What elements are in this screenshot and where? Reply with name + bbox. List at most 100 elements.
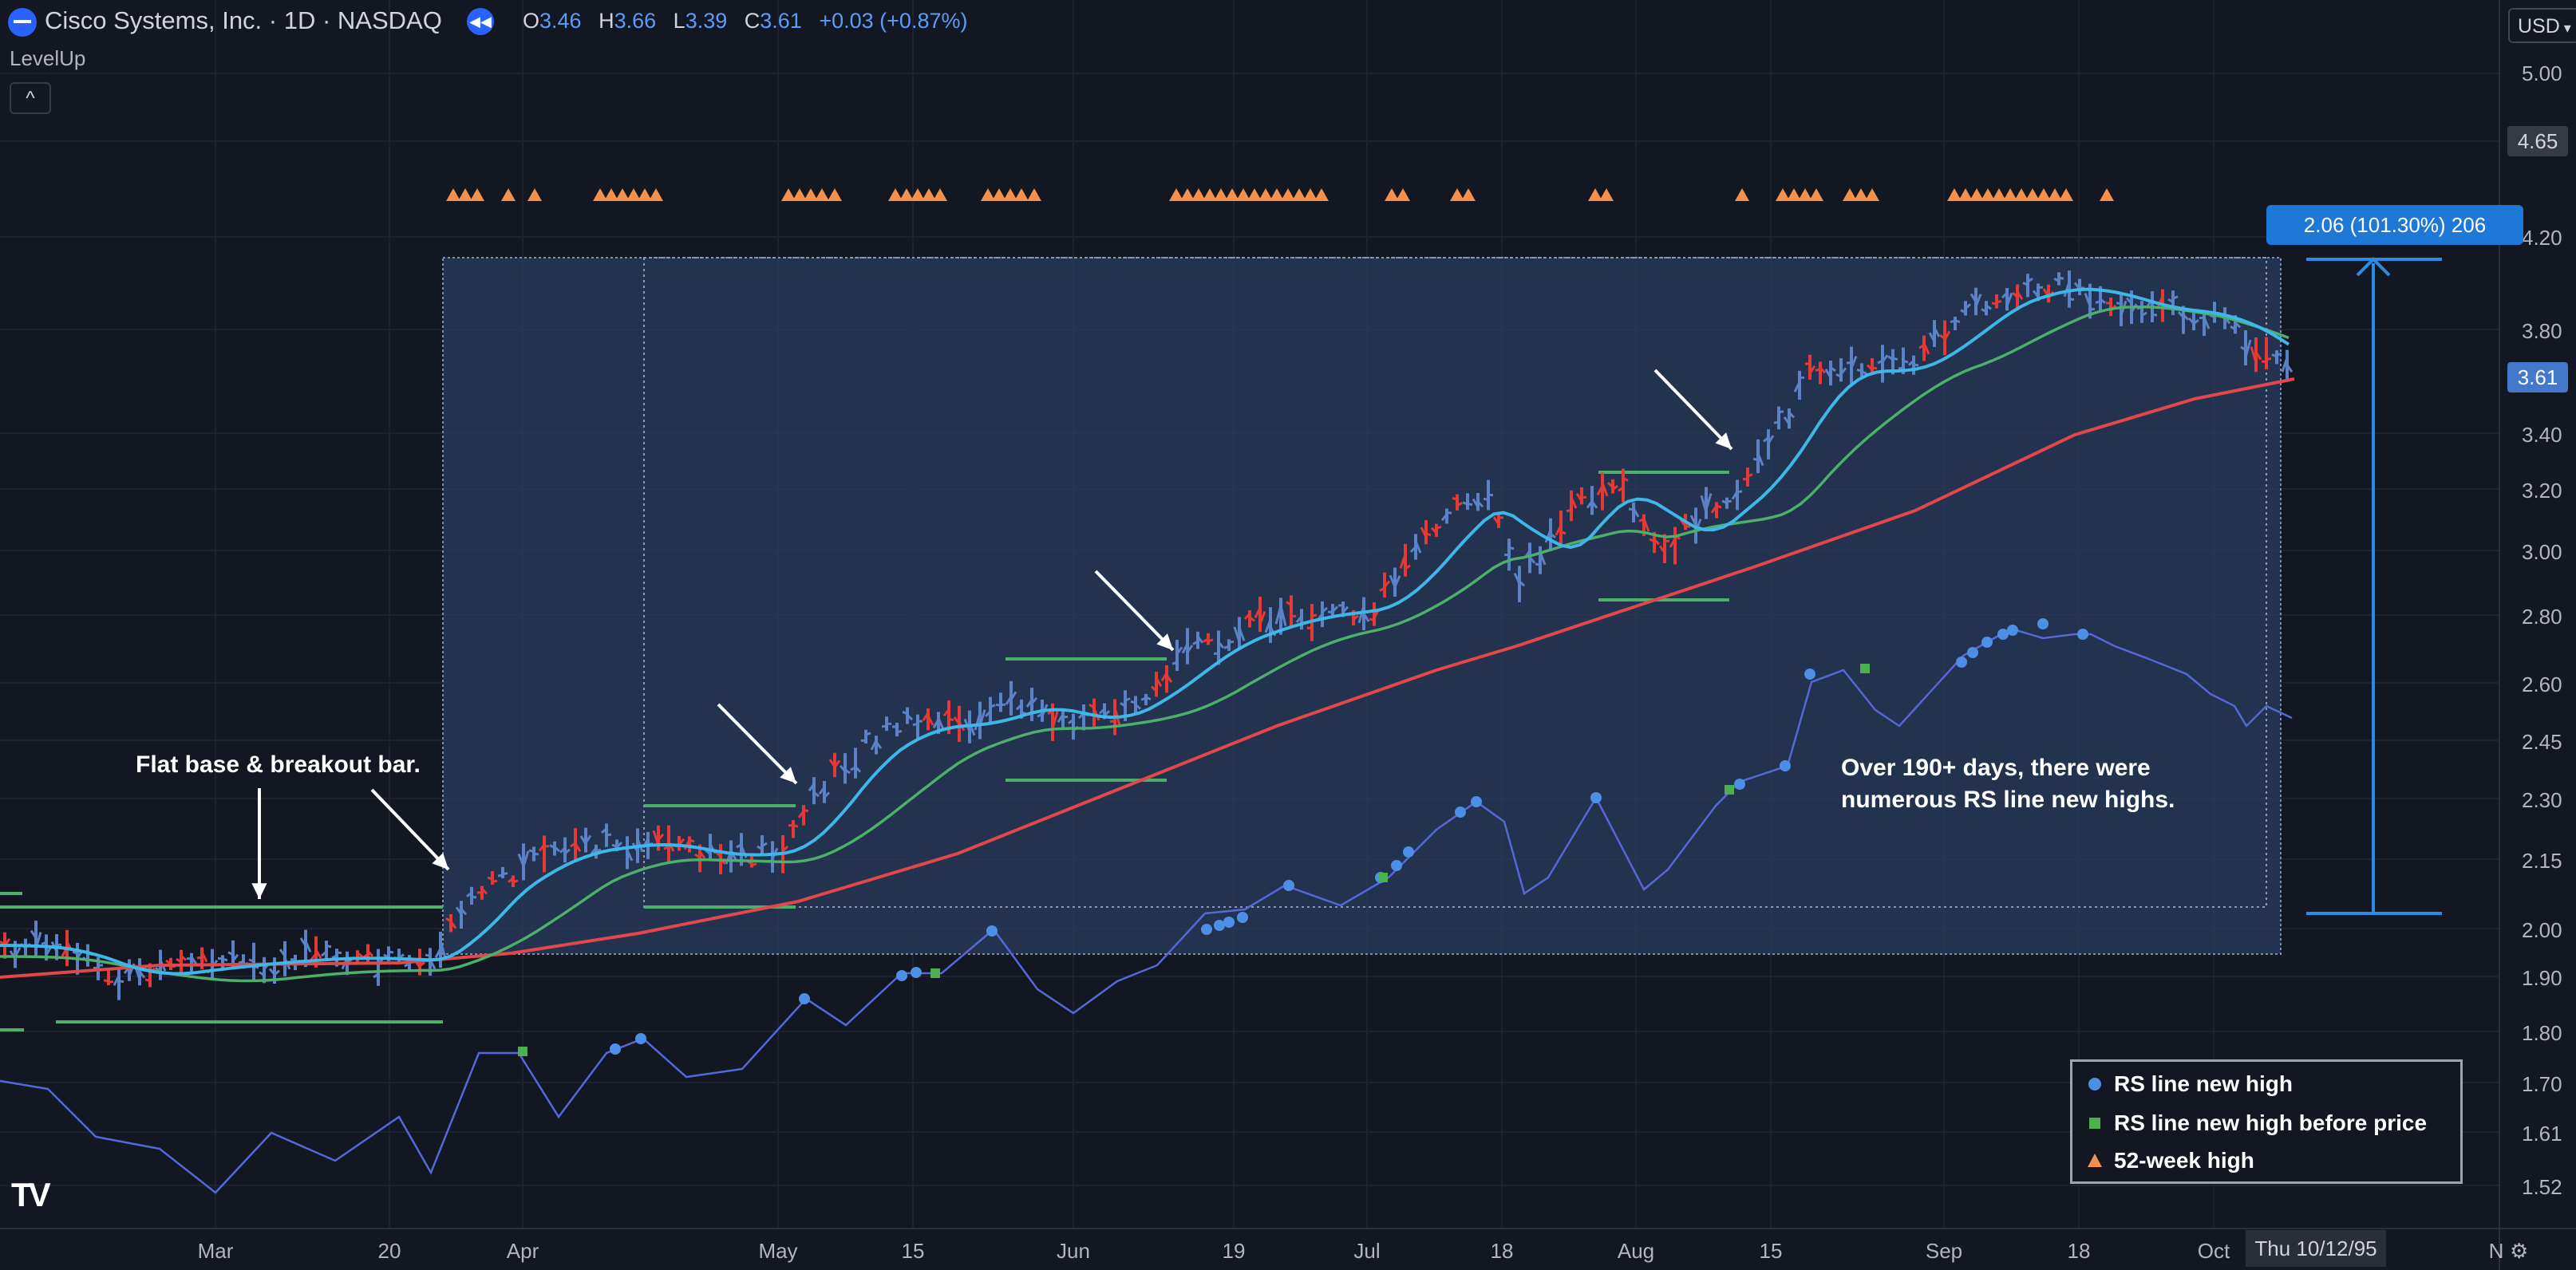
price-bar-close-tick xyxy=(844,768,851,775)
fifty-two-week-high-triangle xyxy=(888,188,903,201)
rs-new-high-before-price-square xyxy=(1860,664,1870,673)
price-bar-close-tick xyxy=(2172,295,2179,300)
symbol-title[interactable]: Cisco Systems, Inc. · 1D · NASDAQ xyxy=(45,6,442,34)
fifty-two-week-high-triangle xyxy=(1236,188,1250,201)
price-bar-close-tick xyxy=(1353,614,1359,621)
fifty-two-week-high-triangle xyxy=(1169,188,1183,201)
rs-new-high-dot xyxy=(1590,792,1602,803)
price-bar-close-tick xyxy=(180,954,188,961)
gear-icon[interactable]: ⚙ xyxy=(2510,1239,2529,1263)
price-bar-open-tick xyxy=(1264,619,1272,633)
price-bar-close-tick xyxy=(1341,605,1349,613)
time-tick: 20 xyxy=(377,1239,401,1263)
price-bar-close-tick xyxy=(698,850,706,859)
price-bar-close-tick xyxy=(273,969,281,976)
price-bar-open-tick xyxy=(611,843,618,848)
price-bar-close-tick xyxy=(1279,605,1287,626)
price-bar-open-tick xyxy=(508,877,514,883)
price-bar-close-tick xyxy=(326,945,332,949)
rs-new-high-dot xyxy=(1967,647,1978,658)
price-tick: 4.20 xyxy=(2522,226,2562,250)
legend: RS line new high RS line new high before… xyxy=(2070,1059,2463,1184)
price-bar-close-tick xyxy=(689,838,695,843)
price-bar-close-tick xyxy=(1943,330,1951,341)
fifty-two-week-high-triangle xyxy=(828,188,842,201)
fifty-two-week-high-triangle xyxy=(899,188,914,201)
price-bar-close-tick xyxy=(1103,710,1111,717)
time-tick: Aug xyxy=(1617,1239,1655,1263)
price-bar-open-tick xyxy=(538,843,546,852)
price-bar-close-tick xyxy=(1716,504,1722,509)
price-bar-open-tick xyxy=(1171,661,1178,665)
price-bar-close-tick xyxy=(1217,641,1225,649)
price-bar-close-tick xyxy=(564,848,571,855)
price-bar-open-tick xyxy=(1109,720,1116,724)
ohlc-change: +0.03 (+0.87%) xyxy=(819,9,968,33)
price-bar-close-tick xyxy=(2244,339,2252,358)
price-bar-open-tick xyxy=(2063,281,2071,298)
price-bar-close-tick xyxy=(2203,317,2211,329)
annotation-arrow-line xyxy=(1653,369,1733,451)
rs-new-high-dot xyxy=(2077,629,2088,640)
fifty-two-week-high-triangle xyxy=(527,188,542,201)
price-bar-open-tick xyxy=(2084,293,2092,306)
price-bar-open-tick xyxy=(2177,311,2185,318)
price-bar-close-tick xyxy=(1456,501,1463,507)
price-bar-open-tick xyxy=(942,708,950,717)
price-bar-open-tick xyxy=(310,952,318,960)
square-marker-icon xyxy=(2087,1112,2114,1134)
currency-select[interactable]: USD ▾ xyxy=(2508,8,2576,43)
price-bar-open-tick xyxy=(1763,436,1769,443)
price-bar-open-tick xyxy=(1057,713,1065,723)
fifty-two-week-high-triangle xyxy=(922,188,936,201)
price-bar-close-tick xyxy=(1228,640,1235,644)
price-tick: 2.60 xyxy=(2522,672,2562,696)
rs-new-high-dot xyxy=(1403,846,1414,858)
price-bar-open-tick xyxy=(932,718,940,729)
tradingview-logo[interactable]: TV xyxy=(11,1176,51,1213)
fifty-two-week-high-triangle xyxy=(1958,188,1973,201)
price-bar-open-tick xyxy=(1960,309,1966,314)
price-bar-open-tick xyxy=(1223,645,1230,649)
rs-new-high-dot xyxy=(1780,760,1791,771)
price-bar-close-tick xyxy=(512,879,519,884)
fifty-two-week-high-triangle xyxy=(1992,188,2006,201)
price-bar-close-tick xyxy=(615,841,623,849)
replay-rewind-icon[interactable]: ◀◀ xyxy=(467,8,494,35)
price-bar-open-tick xyxy=(1130,700,1136,704)
price-bar-open-tick xyxy=(1295,615,1303,623)
price-bar-open-tick xyxy=(487,876,493,881)
rs-new-high-dot xyxy=(1223,917,1235,928)
price-bar-open-tick xyxy=(1452,496,1458,501)
price-bar-open-tick xyxy=(2011,291,2019,298)
price-bar-open-tick xyxy=(2187,317,2195,325)
price-bar-close-tick xyxy=(1175,646,1183,655)
price-bar-open-tick xyxy=(1420,527,1428,538)
price-bar-close-tick xyxy=(2151,313,2158,317)
fifty-two-week-high-triangle xyxy=(1947,188,1962,201)
annotation-arrow-head xyxy=(1715,432,1732,449)
fifty-two-week-high-triangle xyxy=(804,188,818,201)
rs-new-high-dot xyxy=(986,925,998,937)
price-bar-open-tick xyxy=(1192,640,1199,645)
rs-new-high-dot xyxy=(1734,779,1745,790)
legend-item: RS line new high xyxy=(2087,1068,2293,1100)
price-bar-open-tick xyxy=(1649,538,1655,543)
fifty-two-week-high-triangle xyxy=(1854,188,1868,201)
ohlc-low-value: 3.39 xyxy=(685,9,728,33)
fifty-two-week-high-triangle xyxy=(1225,188,1239,201)
price-bar-close-tick xyxy=(522,850,530,867)
chevron-up-icon[interactable]: ^ xyxy=(10,82,51,114)
legend-label: RS line new high before price xyxy=(2114,1110,2428,1135)
rs-new-high-dot xyxy=(896,970,907,981)
indicator-label[interactable]: LevelUp xyxy=(10,46,86,70)
price-bar-close-tick xyxy=(1830,366,1836,373)
time-tick: Apr xyxy=(506,1239,539,1263)
price-bar-open-tick xyxy=(1409,546,1417,553)
price-bar-open-tick xyxy=(2167,298,2174,304)
ohlc-readout: O3.46 H3.66 L3.39 C3.61 +0.03 (+0.87%) xyxy=(523,9,979,34)
price-bar-close-tick xyxy=(2234,321,2242,329)
annotation-arrow-head xyxy=(1156,633,1173,650)
price-bar-open-tick xyxy=(1430,527,1438,534)
